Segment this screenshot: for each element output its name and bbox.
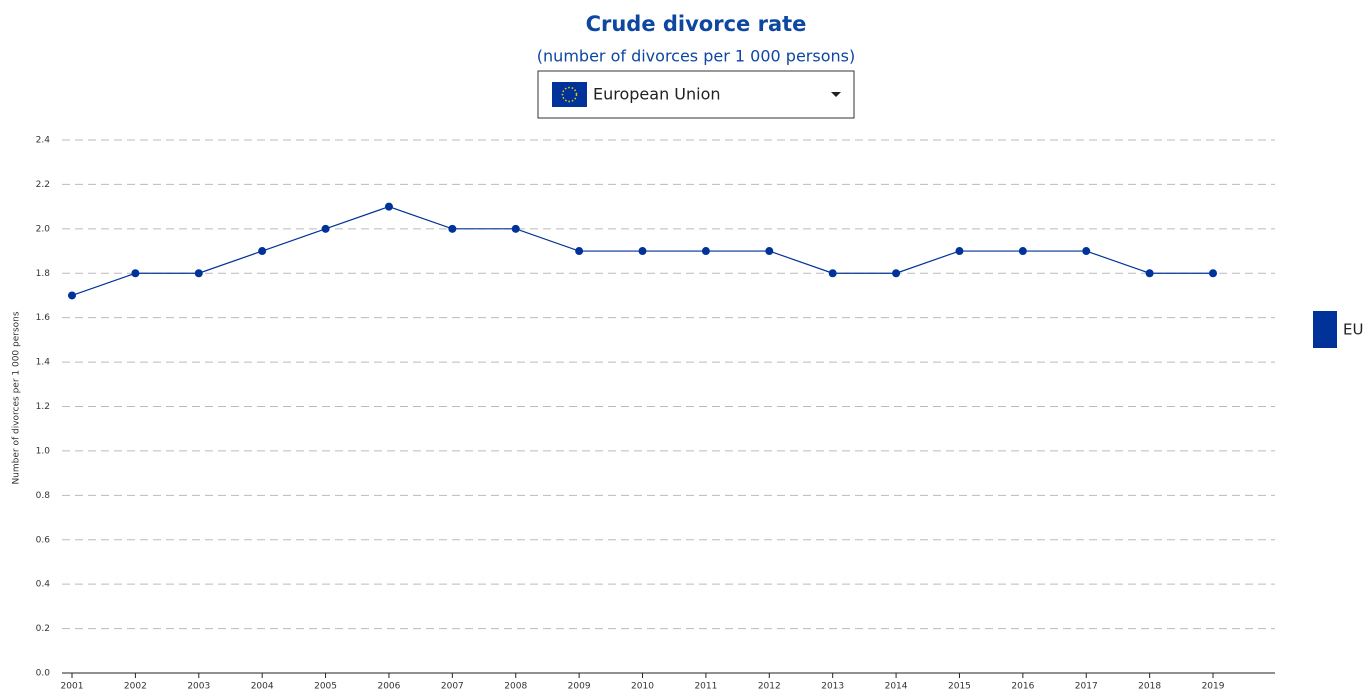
x-tick-label: 2009 [568, 682, 591, 692]
y-tick-label: 0.8 [36, 491, 51, 501]
data-point [258, 247, 267, 256]
x-tick-label: 2014 [885, 682, 908, 692]
x-tick-label: 2007 [441, 682, 464, 692]
chart-subtitle: (number of divorces per 1 000 persons) [537, 47, 855, 66]
data-point [131, 269, 140, 278]
y-tick-label: 0.6 [36, 535, 51, 545]
eu-flag-stars [561, 86, 578, 103]
x-tick-label: 2015 [948, 682, 971, 692]
x-tick-label: 2012 [758, 682, 781, 692]
y-tick-label: 2.0 [36, 224, 51, 234]
y-tick-label: 0.2 [36, 624, 50, 634]
data-point [892, 269, 901, 278]
data-point [1082, 247, 1091, 256]
country-selector[interactable]: European Union [537, 70, 855, 119]
data-point [638, 247, 647, 256]
y-axis-label: Number of divorces per 1 000 persons [12, 311, 22, 484]
selector-label: European Union [593, 85, 721, 104]
selector-box[interactable] [537, 70, 855, 119]
data-point [448, 224, 457, 233]
x-tick-label: 2006 [377, 682, 400, 692]
data-point [1018, 247, 1027, 256]
x-tick-label: 2013 [821, 682, 844, 692]
y-tick-label: 0.0 [36, 669, 51, 679]
y-tick-label: 2.2 [36, 180, 50, 190]
x-tick-label: 2011 [694, 682, 717, 692]
y-tick-label: 0.4 [36, 580, 51, 590]
x-tick-label: 2008 [504, 682, 527, 692]
x-tick-label: 2005 [314, 682, 337, 692]
data-point [828, 269, 837, 278]
x-tick-label: 2003 [187, 682, 210, 692]
y-tick-label: 1.8 [36, 269, 51, 279]
x-tick-label: 2001 [61, 682, 84, 692]
y-tick-label: 1.2 [36, 402, 50, 412]
eu-flag [552, 82, 587, 107]
data-point [194, 269, 203, 278]
legend-swatch [1313, 311, 1337, 348]
dropdown-arrow [831, 92, 841, 97]
data-point [384, 202, 393, 211]
y-tick-label: 2.4 [36, 136, 51, 146]
y-tick-label: 1.4 [36, 358, 51, 368]
y-tick-label: 1.0 [36, 446, 51, 456]
data-point [321, 224, 330, 233]
x-tick-label: 2018 [1138, 682, 1161, 692]
legend-label: EU [1343, 321, 1363, 339]
x-tick-label: 2017 [1075, 682, 1098, 692]
x-tick-label: 2019 [1202, 682, 1225, 692]
x-tick-label: 2002 [124, 682, 147, 692]
data-point [701, 247, 710, 256]
x-tick-label: 2016 [1011, 682, 1034, 692]
y-tick-label: 1.6 [36, 313, 51, 323]
x-tick-label: 2004 [251, 682, 274, 692]
chart-title: Crude divorce rate [586, 12, 807, 36]
data-point [1145, 269, 1154, 278]
data-point [765, 247, 774, 256]
data-point [511, 224, 520, 233]
data-point [955, 247, 964, 256]
data-point [575, 247, 584, 256]
data-point [1209, 269, 1218, 278]
x-tick-label: 2010 [631, 682, 654, 692]
data-point [68, 291, 76, 300]
